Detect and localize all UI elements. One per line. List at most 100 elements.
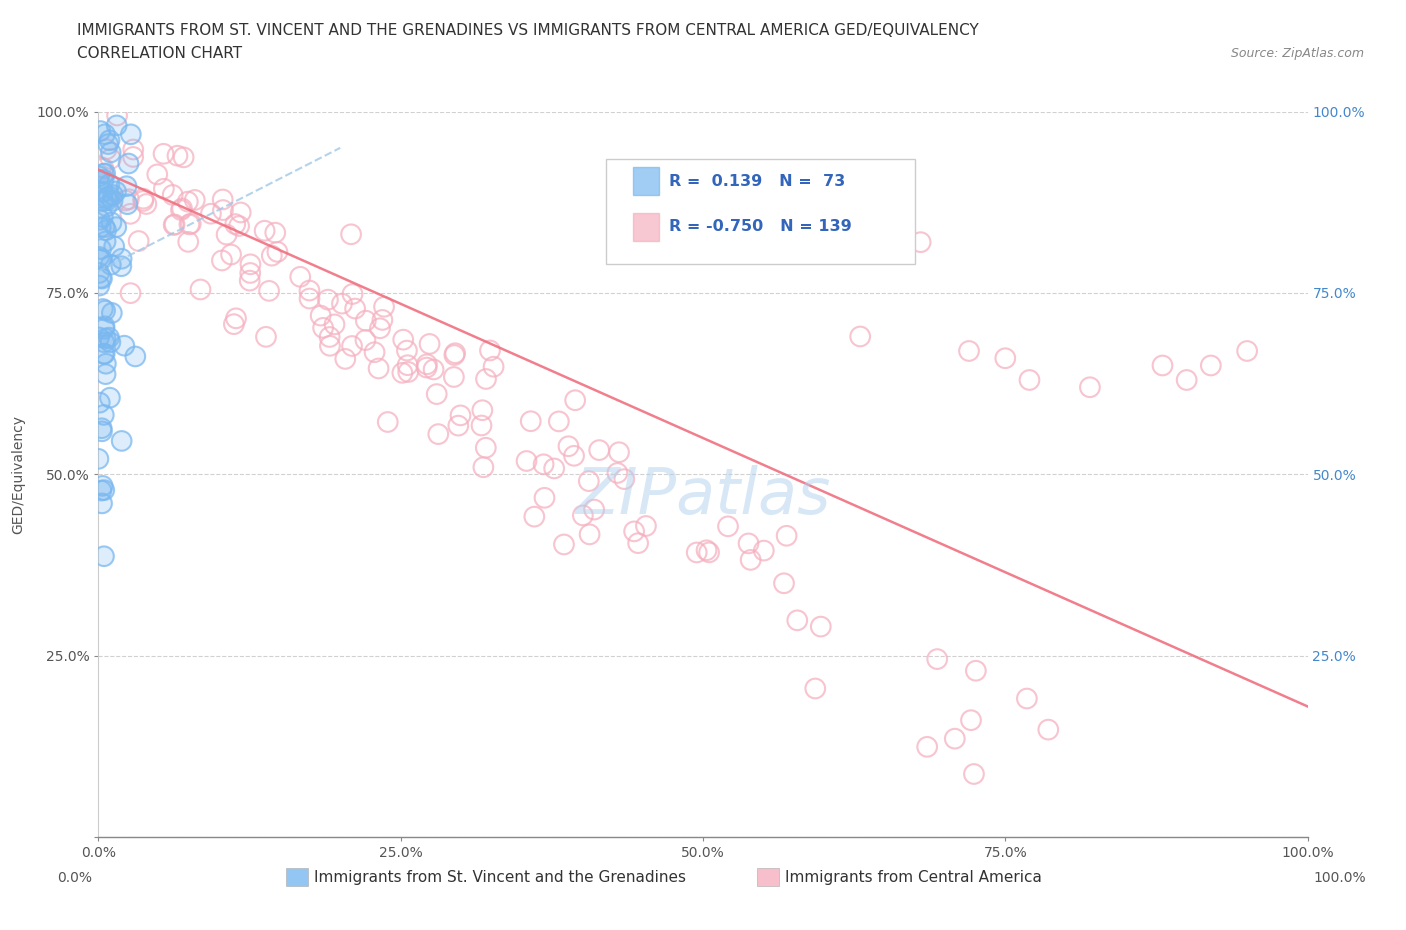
Point (239, 273, 262, 288)
Point (219, 247, 242, 262)
Point (105, 219, 128, 234)
Point (170, 201, 193, 216)
Point (963, 766, 986, 781)
Point (101, 193, 124, 208)
Point (91, 301, 114, 316)
Point (90, 219, 112, 234)
Point (89, 395, 111, 410)
Point (523, 510, 546, 525)
Point (90, 483, 112, 498)
Point (103, 239, 125, 254)
Point (91, 424, 114, 439)
Point (97, 189, 120, 204)
Point (1018, 373, 1040, 388)
Text: IMMIGRANTS FROM ST. VINCENT AND THE GRENADINES VS IMMIGRANTS FROM CENTRAL AMERIC: IMMIGRANTS FROM ST. VINCENT AND THE GREN… (77, 23, 979, 38)
FancyBboxPatch shape (285, 869, 308, 886)
Text: Immigrants from St. Vincent and the Grenadines: Immigrants from St. Vincent and the Gren… (314, 870, 686, 885)
Point (96, 199, 118, 214)
Point (153, 181, 176, 196)
Point (89, 278, 111, 293)
Point (94, 356, 117, 371)
Point (98, 133, 121, 148)
Point (613, 472, 636, 486)
Point (266, 245, 288, 259)
Point (91, 184, 114, 199)
Point (94, 303, 117, 318)
Point (354, 313, 377, 328)
Point (90, 252, 112, 267)
Point (94, 223, 117, 238)
Point (363, 345, 385, 360)
Point (717, 519, 740, 534)
Point (396, 358, 419, 373)
Point (120, 286, 142, 300)
Point (94, 331, 117, 346)
Point (128, 233, 150, 248)
Point (87, 451, 110, 466)
Point (340, 227, 363, 242)
Point (93, 319, 115, 334)
Point (93, 346, 115, 361)
Point (740, 552, 762, 567)
Point (606, 466, 628, 481)
Point (94, 356, 117, 371)
Point (697, 545, 720, 560)
Text: CORRELATION CHART: CORRELATION CHART (77, 46, 242, 61)
Point (910, 234, 932, 249)
Point (100, 145, 122, 160)
Point (309, 308, 332, 323)
Point (91, 193, 114, 208)
Point (416, 357, 439, 372)
Point (101, 188, 124, 203)
Point (443, 348, 465, 363)
Point (97, 137, 120, 152)
Point (1236, 343, 1258, 358)
Point (135, 196, 157, 211)
Point (87, 249, 110, 264)
Point (627, 536, 650, 551)
Point (222, 317, 245, 332)
Point (91, 193, 114, 208)
Point (94, 366, 117, 381)
Point (342, 286, 364, 301)
Point (93, 346, 115, 361)
Point (427, 427, 450, 442)
Point (444, 346, 467, 361)
Point (773, 576, 796, 591)
Point (87, 330, 110, 345)
Point (1038, 723, 1060, 737)
Point (152, 146, 174, 161)
Text: 100.0%: 100.0% (1313, 870, 1367, 884)
Point (89, 124, 111, 139)
Point (553, 537, 575, 551)
Point (111, 433, 134, 448)
Point (100, 145, 122, 160)
Point (100, 335, 122, 350)
Point (943, 731, 966, 746)
Point (93, 346, 115, 361)
Point (94, 366, 117, 381)
Point (132, 193, 155, 208)
Point (422, 362, 444, 377)
Point (90, 252, 112, 267)
Point (120, 126, 142, 141)
Point (90, 242, 112, 257)
Point (190, 282, 212, 297)
Point (607, 445, 630, 459)
Point (229, 205, 252, 219)
Point (111, 433, 134, 448)
Point (557, 439, 579, 454)
Point (93, 322, 115, 337)
Point (470, 418, 492, 433)
Point (96, 141, 118, 156)
Point (93, 335, 115, 350)
Point (583, 502, 606, 517)
Point (105, 118, 128, 133)
Point (253, 223, 276, 238)
Point (426, 387, 449, 402)
Point (367, 361, 389, 376)
Point (100, 152, 122, 166)
Point (105, 108, 128, 123)
Point (572, 508, 595, 523)
Point (396, 365, 419, 379)
